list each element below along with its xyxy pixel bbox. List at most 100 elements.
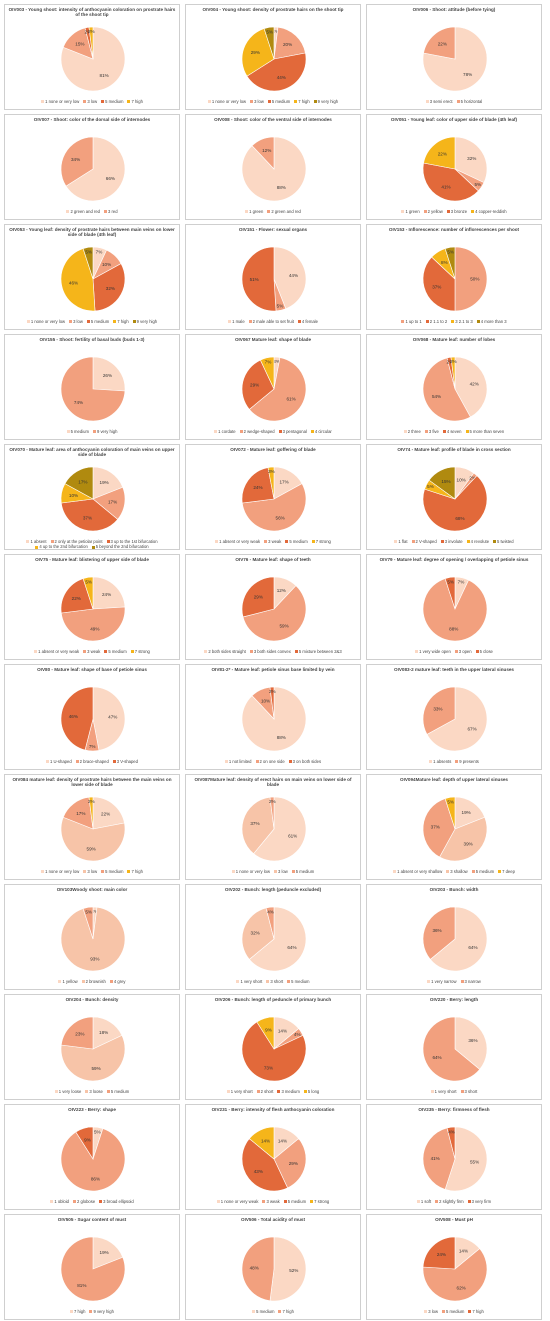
legend-item: 7 strong: [130, 649, 150, 654]
legend-item: 5 horizontal: [456, 99, 482, 104]
legend-label: 2 short: [260, 1089, 274, 1094]
legend-swatch: [92, 430, 96, 434]
legend-label: 3 involute: [444, 539, 463, 544]
legend-swatch: [297, 320, 301, 324]
legend-label: 7 deep: [502, 869, 515, 874]
chart-panel: OIV79 - Mature leaf: degree of opening /…: [366, 554, 542, 660]
legend-label: 5 medium: [289, 539, 308, 544]
pie-slice: [422, 906, 456, 960]
legend-label: 2 globose: [77, 1199, 96, 1204]
legend-swatch: [471, 870, 475, 874]
slice-label: 52%: [289, 1268, 298, 1273]
chart-title: OIV087Mature leaf: density of erect hair…: [194, 777, 352, 788]
legend-label: 1 cordate: [218, 429, 236, 434]
legend-label: 5 long: [307, 1089, 320, 1094]
chart-title: OIV508 - Must pH: [435, 1217, 473, 1222]
slice-label: 5%: [447, 799, 454, 804]
legend-item: 7 strong: [310, 1199, 329, 1204]
legend-swatch: [446, 210, 450, 214]
slice-label: 2%: [447, 360, 454, 365]
slice-label: 2%: [88, 29, 95, 34]
pie-slice: [92, 686, 126, 751]
legend-item: 3 low: [69, 319, 83, 324]
legend-label: 4 copper-reddish: [475, 209, 507, 214]
legend-swatch: [441, 1310, 445, 1314]
slice-label: 88%: [277, 185, 286, 190]
slice-label: 2%: [469, 475, 476, 480]
chart-panel: OIV103Woody shoot: main color 2% 93% 5% 1 ye…: [4, 884, 180, 990]
slice-label: 36%: [432, 928, 441, 933]
legend-label: 3 red: [108, 209, 118, 214]
legend-item: 2 1.1 to 2: [425, 319, 447, 324]
chart-legend: 1 absent or very weak 3 weak 5 medium 7 str…: [7, 649, 177, 654]
legend-item: 7 high: [278, 1309, 294, 1314]
legend-item: 3 short: [266, 979, 283, 984]
legend-label: 3 medium: [281, 1089, 300, 1094]
legend-label: 9 very high: [136, 319, 158, 324]
legend-label: 9 very high: [317, 99, 339, 104]
pie-chart: 32% 5% 41% 22%: [422, 136, 488, 202]
pie-slice: [60, 606, 126, 642]
pie-chart: 61% 37% 2%: [241, 796, 307, 862]
chart-legend: 1 none or very weak 3 weak 5 medium 7 stron…: [188, 1199, 358, 1204]
chart-title: OIV068 - Mature leaf: number of lobes: [412, 337, 496, 342]
legend-swatch: [471, 210, 475, 214]
slice-label: 14%: [278, 1029, 287, 1034]
chart-panel: OIV051 - Young leaf: color of upper side…: [366, 114, 542, 220]
legend-swatch: [255, 760, 259, 764]
chart-title: OIV235 - Berry: firmness of flesh: [418, 1107, 490, 1112]
slice-label: 22%: [438, 41, 447, 46]
slice-label: 24%: [102, 592, 111, 597]
chart-title: OIV094Mature leaf: depth of upper latera…: [400, 777, 508, 782]
slice-label: 61%: [286, 397, 295, 402]
legend-label: 1 very short: [434, 1089, 457, 1094]
slice-label: 51%: [250, 277, 259, 282]
pie-slice: [428, 466, 456, 500]
slice-label: 41%: [431, 1156, 440, 1161]
chart-panel: OIV003 - Young shoot: intensity of antho…: [4, 4, 180, 110]
pie-slice: [269, 1236, 307, 1302]
legend-item: 1 yellow: [58, 979, 78, 984]
slice-label: 17%: [76, 811, 85, 816]
legend-swatch: [104, 210, 108, 214]
legend-label: 3 five: [428, 429, 439, 434]
slice-label: 88%: [277, 735, 286, 740]
slice-label: 12%: [277, 588, 286, 593]
legend-item: 2 three: [403, 429, 421, 434]
chart-panel: OIV81-2* - Mature leaf: petiole sinus ba…: [185, 664, 361, 770]
pie-slice: [422, 798, 456, 858]
legend-swatch: [310, 430, 314, 434]
legend-item: 4 more than 3: [476, 319, 507, 324]
legend-swatch: [466, 540, 470, 544]
slice-label: 15%: [75, 42, 84, 47]
legend-swatch: [467, 1200, 471, 1204]
legend-item: 3 narrow: [460, 979, 481, 984]
slice-label: 67%: [467, 727, 476, 732]
legend-label: 2 yellow: [427, 209, 443, 214]
pie-chart: 67% 33%: [422, 686, 488, 752]
slice-label: 12%: [262, 148, 271, 153]
legend-label: 1 male: [232, 319, 245, 324]
chart-panel: OIV204 - Bunch: density 18% 59% 23% 1 very l…: [4, 994, 180, 1100]
pie-chart: 2% 93% 5%: [60, 906, 126, 972]
legend-swatch: [26, 540, 30, 544]
chart-legend: 2 both sides straight 3 both sides convex…: [188, 649, 358, 654]
chart-legend: 1 absent 2 only at the petiolar point 3 up…: [7, 539, 177, 549]
chart-title: OIV505 - Sugar content of must: [57, 1217, 127, 1222]
legend-swatch: [69, 320, 73, 324]
slice-label: 66%: [106, 176, 115, 181]
pie-chart: 7% 88% 5%: [422, 576, 488, 642]
legend-swatch: [26, 320, 30, 324]
chart-title: OIV004 - Young shoot: density of prostra…: [202, 7, 344, 12]
slice-label: 44%: [277, 75, 286, 80]
legend-label: 1 very short: [240, 979, 263, 984]
pie-slice: [423, 136, 456, 170]
legend-label: 3 low: [87, 869, 98, 874]
slice-label: 17%: [78, 480, 87, 485]
legend-item: 5 medium: [267, 99, 290, 104]
slice-label: 7%: [96, 250, 103, 255]
slice-label: 9%: [265, 1028, 272, 1033]
legend-item: 3 involute: [440, 539, 463, 544]
legend-label: 1 absent or very weak: [219, 539, 261, 544]
legend-label: 3 on both sides: [292, 759, 322, 764]
